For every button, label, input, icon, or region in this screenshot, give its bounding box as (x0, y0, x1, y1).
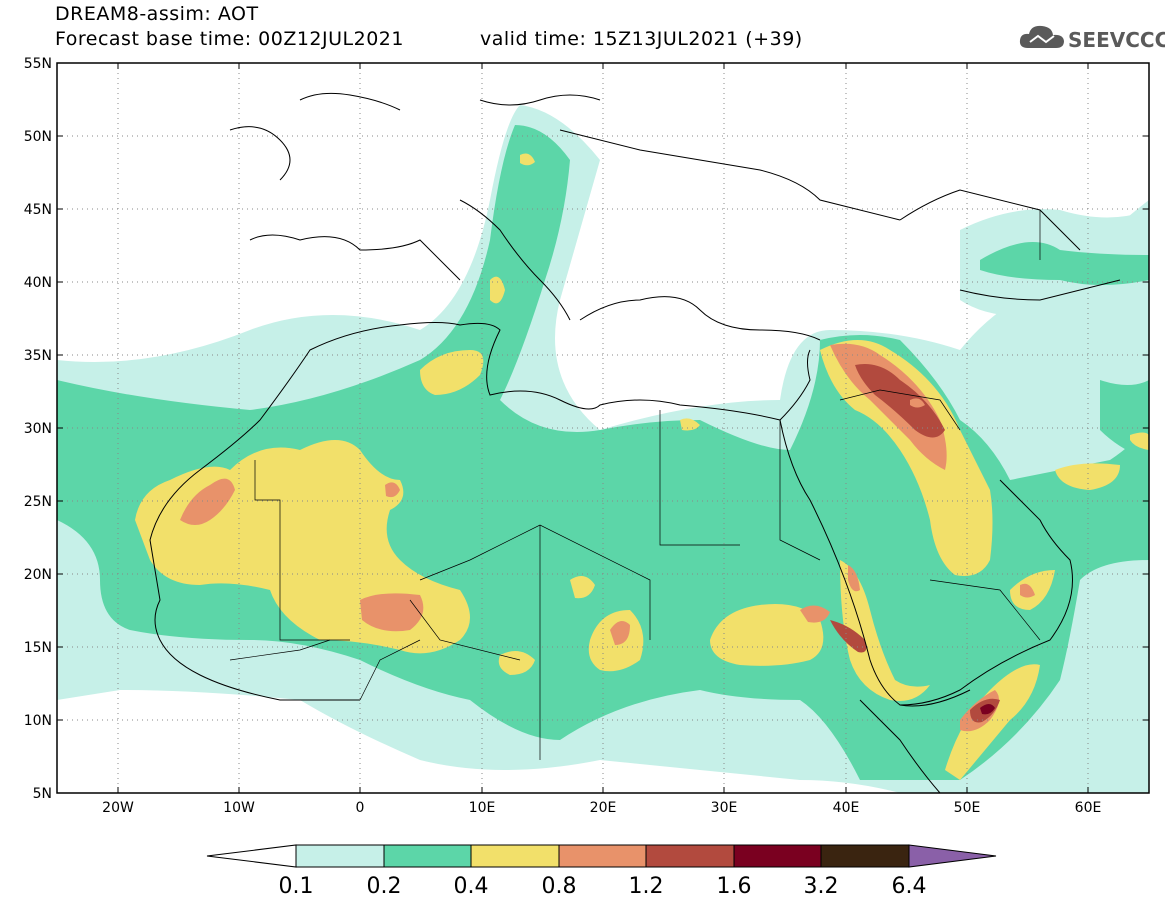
axis-ticks (57, 62, 1149, 794)
lat-label: 25N (24, 494, 52, 510)
lon-label: 60E (1075, 800, 1102, 816)
lon-label: 10W (223, 800, 255, 816)
colorbar-labels: 0.1 0.2 0.4 0.8 1.2 1.6 3.2 6.4 (279, 874, 927, 899)
lat-label: 20N (24, 567, 52, 583)
colorbar-label: 0.4 (454, 874, 489, 899)
colorbar-high-arrow (908, 844, 997, 868)
valid-time: valid time: 15Z13JUL2021 (+39) (480, 28, 803, 50)
lat-label: 15N (24, 640, 52, 656)
seevccc-logo: SEEVCCC (1018, 22, 1165, 58)
colorbar-label: 1.2 (629, 874, 664, 899)
lon-label: 20E (590, 800, 617, 816)
colorbar-label: 3.2 (804, 874, 839, 899)
lon-labels: 20W 10W 0 10E 20E 30E 40E 50E 60E (102, 800, 1101, 816)
lon-label: 0 (356, 800, 365, 816)
colorbar-bin (645, 844, 735, 868)
colorbar-label: 0.8 (542, 874, 577, 899)
colorbar-label: 6.4 (892, 874, 927, 899)
lat-label: 45N (24, 202, 52, 218)
lat-label: 35N (24, 348, 52, 364)
logo-text: SEEVCCC (1068, 28, 1165, 52)
map-title: DREAM8-assim: AOT (55, 3, 259, 25)
lat-labels: 55N 50N 45N 40N 35N 30N 25N 20N 15N 10N … (24, 56, 52, 802)
colorbar-label: 0.2 (367, 874, 402, 899)
colorbar-bin (558, 844, 647, 868)
lat-label: 5N (33, 786, 52, 802)
lon-label: 10E (469, 800, 496, 816)
colorbar-label: 1.6 (717, 874, 752, 899)
colorbar-bin (383, 844, 472, 868)
lat-label: 10N (24, 713, 52, 729)
colorbar (206, 844, 997, 868)
borders (229, 210, 1041, 760)
colorbar-bin (470, 844, 560, 868)
colorbar-low-arrow (206, 844, 297, 868)
lon-label: 20W (102, 800, 134, 816)
lat-label: 50N (24, 129, 52, 145)
lat-label: 55N (24, 56, 52, 72)
colorbar-bin (820, 844, 910, 868)
colorbar-bin (295, 844, 385, 868)
lat-label: 30N (24, 421, 52, 437)
forecast-base-time: Forecast base time: 00Z12JUL2021 (55, 28, 404, 50)
colorbar-label: 0.1 (279, 874, 314, 899)
lon-label: 30E (711, 800, 738, 816)
coastlines (149, 92, 1121, 793)
lon-label: 50E (954, 800, 981, 816)
cloud-icon (1019, 25, 1064, 48)
gridlines (57, 63, 1149, 793)
lat-label: 40N (24, 275, 52, 291)
colorbar-bin (733, 844, 822, 868)
lon-label: 40E (833, 800, 860, 816)
